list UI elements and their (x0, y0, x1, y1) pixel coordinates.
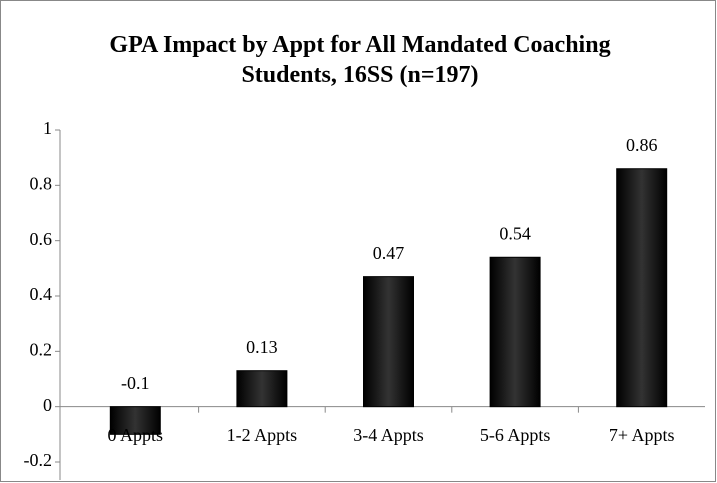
y-tick-label: -0.2 (24, 450, 53, 470)
bar (363, 276, 414, 408)
title-box: GPA Impact by Appt for All Mandated Coac… (109, 32, 611, 88)
x-tick-label: 7+ Appts (609, 425, 675, 445)
data-label: 0.47 (373, 243, 405, 263)
bar (109, 406, 161, 435)
x-tick-label: 0 Appts (108, 425, 164, 445)
y-tick-label: 0 (43, 395, 52, 415)
chart-title: GPA Impact by Appt for All Mandated Coac… (109, 32, 611, 88)
data-label: 0.13 (246, 337, 278, 357)
data-label: 0.54 (499, 223, 531, 243)
y-tick-label: 0.2 (30, 339, 53, 359)
x-tick-label: 3-4 Appts (353, 425, 424, 445)
y-tick-label: 0.4 (30, 284, 53, 304)
bar (236, 370, 288, 408)
data-label: -0.1 (121, 373, 150, 393)
x-tick-label: 1-2 Appts (227, 425, 298, 445)
bar (489, 256, 541, 408)
y-tick-label: 0.6 (30, 229, 53, 249)
x-tick-label: 5-6 Appts (480, 425, 551, 445)
y-tick-label: 1 (43, 118, 52, 138)
y-tick-label: 0.8 (30, 173, 53, 193)
data-label: 0.86 (626, 135, 658, 155)
bar (616, 168, 668, 408)
